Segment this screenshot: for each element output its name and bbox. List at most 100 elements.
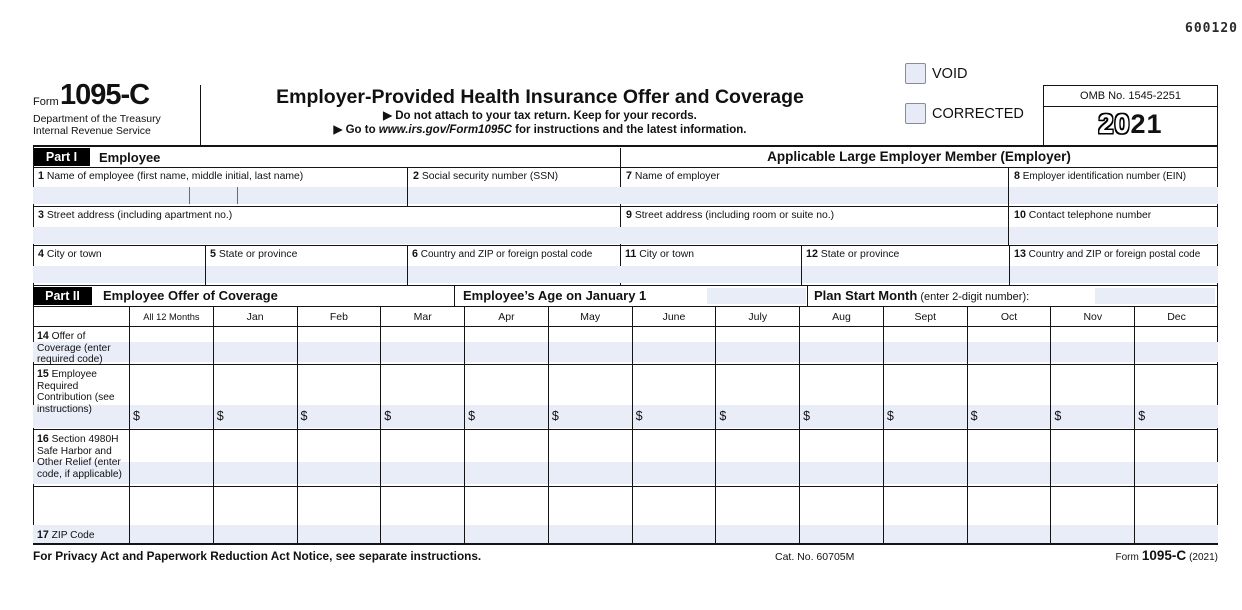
line17-month-cell[interactable] [296, 487, 381, 545]
line16-month-cell[interactable] [799, 430, 883, 486]
line15-month-cell[interactable]: $ [464, 365, 548, 429]
line14-month-cell[interactable] [1050, 327, 1134, 364]
line14-label: 14 Offer of Coverage (enter required cod… [37, 330, 111, 366]
irs-url: www.irs.gov/Form1095C [378, 124, 512, 136]
line17-month-cell[interactable] [799, 487, 883, 545]
line15-month-cell[interactable]: $ [799, 365, 883, 429]
line17-month-cell[interactable] [129, 487, 213, 545]
field-6-input[interactable] [407, 266, 620, 283]
form-word: Form [33, 96, 59, 108]
line14-month-cell[interactable] [547, 327, 632, 364]
line14-month-cell[interactable] [296, 327, 381, 364]
line17-month-cell[interactable] [1050, 487, 1134, 545]
row-border [33, 206, 1218, 207]
year-outline-digits: 20 [1098, 109, 1131, 139]
cell-divider [407, 167, 408, 206]
month-header-cell: Apr [464, 307, 548, 326]
currency-symbol: $ [1138, 409, 1146, 423]
line16-month-cell[interactable] [882, 430, 967, 486]
field-9-label: 9 Street address (including room or suit… [626, 209, 835, 221]
field-5-input[interactable] [205, 266, 407, 283]
line15-month-cell[interactable]: $ [966, 365, 1051, 429]
line17-month-cell[interactable] [212, 487, 297, 545]
field-9-input[interactable] [620, 227, 1008, 244]
footer-form-year: (2021) [1189, 552, 1218, 563]
line17-month-cell[interactable] [464, 487, 548, 545]
line16-month-cell[interactable] [296, 430, 381, 486]
line16-month-cell[interactable] [1050, 430, 1134, 486]
line17-month-cell[interactable] [966, 487, 1051, 545]
line17-month-cell[interactable] [715, 487, 799, 545]
field-7-label: 7 Name of employer [626, 170, 720, 182]
line17-month-cell[interactable] [1134, 487, 1218, 545]
cell-divider [1008, 206, 1009, 245]
line15-month-cell[interactable]: $ [296, 365, 381, 429]
line14-month-cell[interactable] [966, 327, 1051, 364]
line14-month-cell[interactable] [799, 327, 883, 364]
line15-label: 15 Employee Required Contribution (see i… [37, 368, 115, 415]
part1-center-divider [620, 148, 621, 285]
line14-month-cell[interactable] [464, 327, 548, 364]
instruction-line-2: ▶ Go to www.irs.gov/Form1095C for instru… [200, 122, 880, 136]
line16-month-cell[interactable] [1134, 430, 1218, 486]
line17-month-cell[interactable] [547, 487, 632, 545]
line16-month-cell[interactable] [212, 430, 297, 486]
line14-month-cell[interactable] [882, 327, 967, 364]
field-13-input[interactable] [1009, 266, 1218, 283]
void-checkbox[interactable] [905, 63, 926, 84]
field-7-input[interactable] [620, 187, 1008, 204]
line16-month-cell[interactable] [715, 430, 799, 486]
plan-start-month-input[interactable] [1095, 288, 1215, 304]
field-11-input[interactable] [620, 266, 801, 283]
field-12-input[interactable] [801, 266, 1009, 283]
field-6-label: 6 Country and ZIP or foreign postal code [412, 248, 593, 260]
line17-label-cell: 17 ZIP Code [33, 487, 129, 545]
agency-line-1: Department of the Treasury [33, 113, 161, 125]
line16-month-cell[interactable] [547, 430, 632, 486]
line16-month-cell[interactable] [129, 430, 213, 486]
line15-month-cell[interactable]: $ [547, 365, 632, 429]
line15-month-cell[interactable]: $ [1050, 365, 1134, 429]
currency-symbol: $ [635, 409, 643, 423]
field-3-input[interactable] [33, 227, 620, 244]
line15-month-cell[interactable]: $ [631, 365, 716, 429]
line14-month-cell[interactable] [715, 327, 799, 364]
field-4-input[interactable] [33, 266, 205, 283]
line14-month-cell[interactable] [212, 327, 297, 364]
plan-start-month-label: Plan Start Month (enter 2-digit number): [814, 288, 1030, 303]
line14-month-cell[interactable] [631, 327, 716, 364]
form-number: 1095-C [60, 79, 150, 111]
line16-month-cell[interactable] [464, 430, 548, 486]
line15-month-cell[interactable]: $ [1134, 365, 1218, 429]
line17-month-cell[interactable] [882, 487, 967, 545]
line16-month-cell[interactable] [380, 430, 464, 486]
line17-label: 17 ZIP Code [37, 529, 95, 542]
line17-month-cell[interactable] [380, 487, 464, 545]
field-8-input[interactable] [1008, 187, 1218, 204]
cell-divider [801, 245, 802, 285]
field-11-label: 11 City or town [625, 248, 695, 260]
line14-month-cell[interactable] [1134, 327, 1218, 364]
line14-input-band [33, 342, 1218, 362]
corrected-label: CORRECTED [932, 106, 1024, 122]
field-2-input[interactable] [407, 187, 620, 204]
corrected-checkbox[interactable] [905, 103, 926, 124]
field-10-input[interactable] [1008, 227, 1218, 244]
line17-month-cell[interactable] [631, 487, 716, 545]
part1-badge: Part I [33, 148, 90, 166]
line15-month-cell[interactable]: $ [715, 365, 799, 429]
line17-input-band [33, 525, 1218, 543]
field-1-input[interactable] [33, 187, 407, 204]
line15-month-cell[interactable]: $ [882, 365, 967, 429]
line15-month-cell[interactable]: $ [212, 365, 297, 429]
privacy-notice: For Privacy Act and Paperwork Reduction … [33, 549, 482, 563]
age-input[interactable] [707, 288, 806, 304]
line15-month-cell[interactable]: $ [129, 365, 213, 429]
line14-month-cell[interactable] [129, 327, 213, 364]
line14-month-cell[interactable] [380, 327, 464, 364]
goto-prefix: ▶ Go to [333, 124, 379, 136]
line16-month-cell[interactable] [966, 430, 1051, 486]
month-header-cell: Oct [966, 307, 1051, 326]
line15-month-cell[interactable]: $ [380, 365, 464, 429]
line16-month-cell[interactable] [631, 430, 716, 486]
